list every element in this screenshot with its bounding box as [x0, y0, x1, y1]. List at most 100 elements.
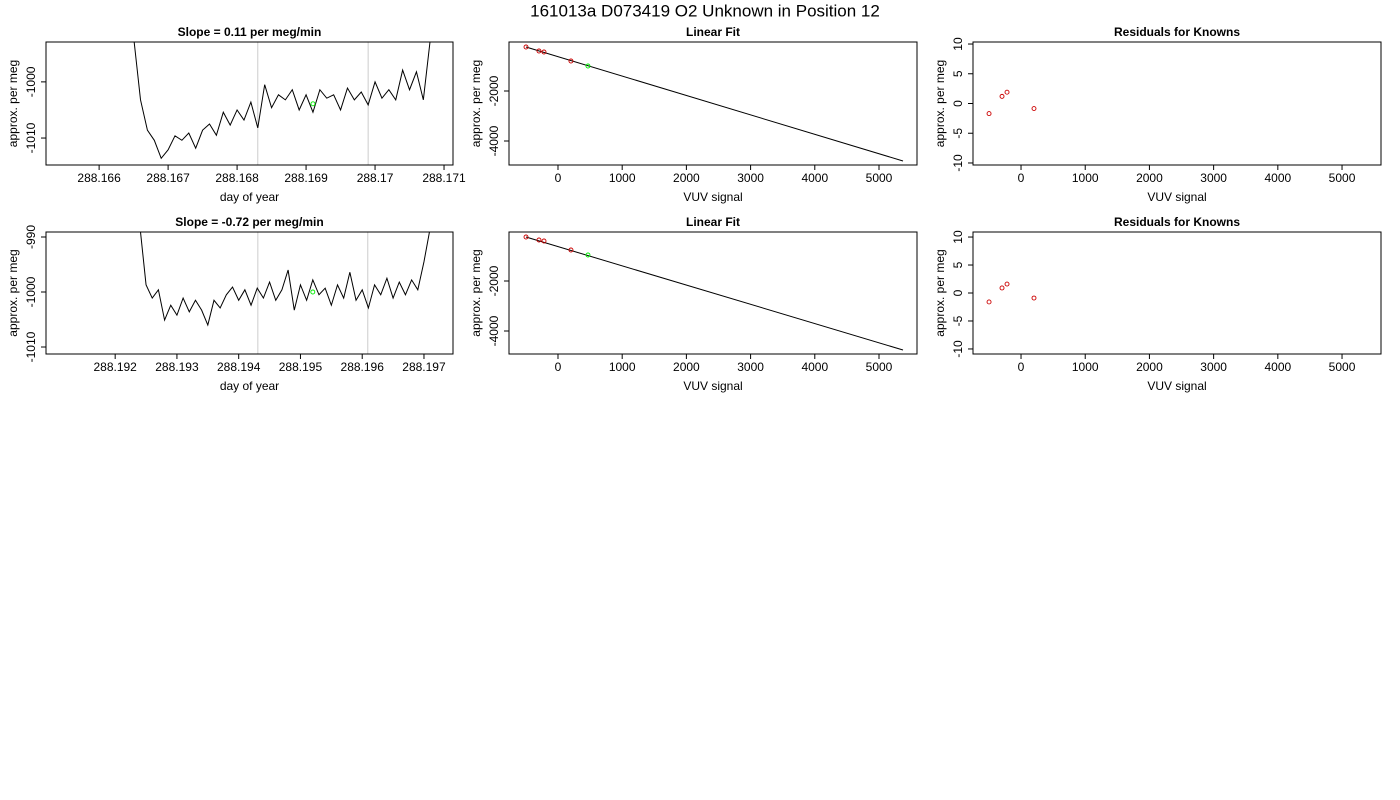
data-point — [999, 285, 1005, 291]
x-tick-label: 288.168 — [215, 171, 259, 185]
y-tick-label: -1000 — [24, 276, 38, 307]
x-tick-label: 5000 — [1329, 171, 1356, 185]
x-tick-label: 288.195 — [279, 360, 323, 374]
y-tick-label: -5 — [951, 315, 965, 326]
x-tick-label: 5000 — [866, 171, 893, 185]
y-tick-label: -1000 — [24, 66, 38, 97]
plot-frame — [45, 231, 454, 355]
y-tick-label: -1010 — [24, 331, 38, 362]
x-tick-label: 288.193 — [155, 360, 199, 374]
x-tick-label: 4000 — [801, 360, 828, 374]
y-tick-label: -10 — [951, 154, 965, 172]
x-tick-label: 1000 — [609, 360, 636, 374]
x-tick-label: 288.171 — [422, 171, 466, 185]
plot-area — [986, 89, 1037, 117]
x-tick-label: 4000 — [1264, 360, 1291, 374]
plot-area — [523, 44, 904, 162]
plot-frame — [972, 41, 1382, 166]
panel: Linear Fit VUV signal approx. per meg 0 1000… — [469, 25, 918, 204]
panel-title: Residuals for Knowns — [1114, 215, 1240, 229]
y-tick-label: -990 — [24, 225, 38, 249]
y-axis-label: approx. per meg — [6, 249, 20, 336]
panel: Residuals for Knowns VUV signal approx. pe… — [933, 215, 1382, 393]
y-tick-label: -10 — [951, 340, 965, 358]
panel-title: Slope = -0.72 per meg/min — [175, 215, 323, 229]
x-tick-label: 3000 — [1200, 360, 1227, 374]
data-point — [1031, 106, 1037, 112]
x-tick-label: 1000 — [609, 171, 636, 185]
data-line — [525, 46, 904, 162]
plot-frame — [45, 41, 454, 166]
x-tick-label: 5000 — [1329, 360, 1356, 374]
y-tick-label: -4000 — [487, 315, 501, 346]
panel: Residuals for Knowns VUV signal approx. pe… — [933, 25, 1382, 204]
x-tick-label: 2000 — [673, 171, 700, 185]
data-point — [1004, 281, 1010, 287]
x-tick-label: 0 — [555, 171, 562, 185]
data-point — [568, 247, 574, 253]
x-axis-label: day of year — [220, 190, 279, 204]
y-tick-label: -4000 — [487, 125, 501, 156]
data-point — [536, 237, 542, 243]
data-point — [536, 48, 542, 54]
x-tick-label: 3000 — [737, 360, 764, 374]
figure-title: 161013a D073419 O2 Unknown in Position 1… — [530, 1, 880, 20]
plot-area — [986, 281, 1037, 305]
x-tick-label: 288.166 — [77, 171, 121, 185]
y-tick-label: -2000 — [487, 265, 501, 296]
x-tick-label: 288.196 — [341, 360, 385, 374]
data-point — [1031, 295, 1037, 301]
x-tick-label: 288.197 — [402, 360, 446, 374]
y-tick-label: -2000 — [487, 75, 501, 106]
data-point — [568, 58, 574, 64]
y-axis-label: approx. per meg — [933, 249, 947, 336]
data-point — [541, 238, 547, 244]
x-tick-label: 2000 — [1136, 171, 1163, 185]
x-tick-label: 288.17 — [357, 171, 394, 185]
y-tick-label: 0 — [951, 289, 965, 296]
y-tick-label: 0 — [951, 100, 965, 107]
x-axis-label: VUV signal — [1147, 190, 1206, 204]
y-axis-label: approx. per meg — [469, 249, 483, 336]
x-tick-label: 2000 — [1136, 360, 1163, 374]
data-point — [310, 289, 316, 295]
data-point — [986, 299, 992, 305]
x-tick-label: 2000 — [673, 360, 700, 374]
panel: Linear Fit VUV signal approx. per meg 0 1000… — [469, 215, 918, 393]
panel: Slope = 0.11 per meg/min day of year appro… — [6, 25, 466, 204]
panel-title: Residuals for Knowns — [1114, 25, 1240, 39]
x-tick-label: 3000 — [1200, 171, 1227, 185]
data-point — [986, 111, 992, 117]
x-tick-label: 288.194 — [217, 360, 261, 374]
plot-frame — [508, 231, 918, 355]
data-point — [585, 252, 591, 258]
data-point — [585, 63, 591, 69]
x-tick-label: 1000 — [1072, 171, 1099, 185]
data-point — [999, 93, 1005, 99]
plot-frame — [508, 41, 918, 166]
y-tick-label: 5 — [951, 70, 965, 77]
data-point — [523, 234, 529, 240]
x-tick-label: 4000 — [1264, 171, 1291, 185]
y-axis-label: approx. per meg — [6, 60, 20, 147]
x-axis-label: VUV signal — [683, 379, 742, 393]
y-tick-label: -1010 — [24, 122, 38, 153]
panel-title: Slope = 0.11 per meg/min — [178, 25, 322, 39]
panel-title: Linear Fit — [686, 215, 740, 229]
y-tick-label: 5 — [951, 261, 965, 268]
x-tick-label: 1000 — [1072, 360, 1099, 374]
x-tick-label: 0 — [555, 360, 562, 374]
data-line — [140, 232, 430, 327]
x-tick-label: 5000 — [866, 360, 893, 374]
data-point — [310, 101, 316, 107]
x-tick-label: 288.169 — [284, 171, 328, 185]
x-tick-label: 3000 — [737, 171, 764, 185]
x-axis-label: VUV signal — [683, 190, 742, 204]
x-tick-label: 288.167 — [146, 171, 190, 185]
panel: Slope = -0.72 per meg/min day of year appr… — [6, 215, 454, 393]
y-axis-label: approx. per meg — [469, 60, 483, 147]
x-axis-label: day of year — [220, 379, 279, 393]
y-tick-label: 10 — [951, 37, 965, 51]
